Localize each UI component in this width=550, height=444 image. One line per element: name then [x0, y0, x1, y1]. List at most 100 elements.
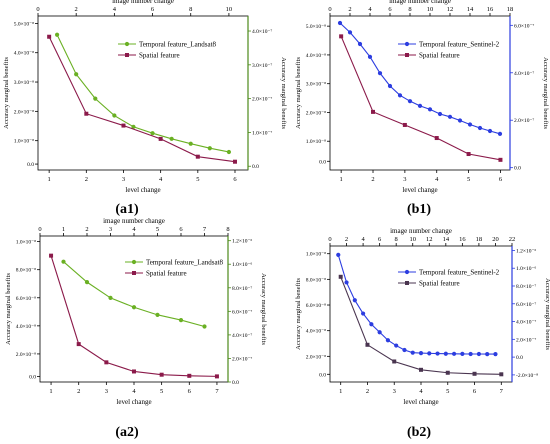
legend-marker-b1-1 [405, 53, 409, 57]
panel-label-b1: (b1) [406, 202, 432, 217]
x2-tick-label-b2: 0 [328, 236, 331, 243]
data-point-a2-0 [108, 295, 113, 301]
x2-tick-label-b2: 10 [409, 236, 416, 243]
y-tick-label-b1: 4.0×10⁻⁸ [306, 53, 326, 59]
x2-tick-label-b2: 20 [492, 236, 499, 243]
y2-tick-label-a1: 0.0 [252, 164, 259, 170]
data-point-a1-0 [112, 113, 117, 118]
legend-label-b2-1: Spatial feature [419, 280, 460, 288]
data-point-a1-1 [47, 34, 52, 39]
data-point-b2-0 [402, 347, 407, 353]
series-line-a1-0 [56, 34, 230, 153]
x-tick-label-a2: 7 [215, 388, 219, 395]
data-point-a2-0 [155, 312, 160, 317]
data-point-b2-0 [460, 351, 465, 357]
x2-axis-label-a2: image number change [103, 217, 165, 225]
data-point-a1-0 [226, 149, 232, 155]
x2-tick-label-a2: 3 [109, 226, 112, 233]
y-axis-label-a1: Accuracy marginal benefits [3, 57, 10, 129]
y2-tick-label-a1: 1.0×10⁻⁷ [252, 130, 272, 136]
x-tick-label-a2: 3 [105, 388, 108, 395]
y2-tick-label-b2: 0.0 [516, 355, 523, 361]
data-point-b2-1 [419, 367, 423, 372]
x-tick-label-b2: 2 [366, 388, 369, 395]
data-point-b2-0 [344, 280, 349, 285]
data-point-b2-0 [443, 351, 448, 356]
x-tick-label-a2: 4 [132, 388, 136, 395]
y2-tick-label-a1: 4.0×10⁻⁷ [252, 29, 272, 35]
data-point-b1-0 [457, 118, 463, 123]
data-point-a2-1 [76, 342, 81, 347]
data-point-b2-0 [435, 351, 440, 356]
data-point-b1-0 [487, 128, 493, 134]
x-tick-label-a2: 1 [49, 388, 52, 395]
data-point-b1-0 [437, 111, 443, 117]
data-point-b2-0 [385, 338, 391, 343]
y2-tick-label-a2: 1.0×10⁻⁶ [232, 262, 252, 268]
x2-tick-label-a1: 4 [113, 6, 117, 13]
data-point-b1-1 [371, 109, 376, 114]
data-point-b1-0 [427, 107, 433, 112]
data-point-a1-0 [150, 131, 155, 136]
y-tick-label-a2: 2.0×10⁻⁸ [16, 352, 36, 358]
data-point-b1-0 [397, 93, 403, 98]
y2-tick-label-a1: 2.0×10⁻⁷ [252, 97, 272, 103]
data-point-a2-1 [214, 374, 219, 379]
data-point-a2-0 [84, 280, 90, 285]
y2-tick-label-a2: 2.0×10⁻⁷ [232, 356, 252, 362]
y-tick-label-b1: 2.0×10⁻⁸ [306, 110, 326, 116]
data-point-b1-0 [497, 131, 503, 136]
data-point-a1-1 [232, 159, 237, 164]
y2-tick-label-a2: 0.0 [232, 380, 239, 386]
data-point-a1-0 [74, 72, 79, 77]
x2-tick-label-a2: 4 [132, 226, 136, 233]
x2-axis-label-b1: image number change [389, 0, 451, 5]
data-point-b2-0 [377, 330, 382, 335]
y-tick-label-b2: 4.0×10⁻⁸ [306, 329, 326, 335]
y2-tick-label-b2: 1.0×10⁻⁶ [516, 266, 536, 272]
data-point-a2-1 [187, 373, 192, 378]
y2-tick-label-b1: 0.0 [514, 166, 521, 172]
panel-label-a2: (a2) [115, 425, 139, 440]
data-point-b2-0 [493, 351, 498, 357]
x2-tick-label-b1: 12 [447, 6, 454, 13]
data-point-a2-1 [49, 253, 54, 258]
y-tick-label-a1: 5.0×10⁻⁸ [14, 21, 34, 27]
y2-axis-label-b2: Accuracy marginal benefits [544, 278, 550, 350]
y2-tick-label-b2: -2.0×10⁻⁸ [516, 373, 538, 379]
data-point-b2-0 [468, 351, 473, 357]
x2-tick-label-b1: 14 [467, 6, 474, 13]
x2-tick-label-a1: 10 [226, 6, 233, 13]
data-point-a2-1 [132, 369, 136, 374]
y-tick-label-b2: 6.0×10⁻⁸ [306, 303, 326, 309]
y2-tick-label-a2: 8.0×10⁻⁷ [232, 286, 252, 292]
data-point-b2-1 [445, 370, 450, 375]
legend-marker-a2-1 [132, 271, 136, 275]
data-point-b1-0 [477, 125, 483, 131]
y-axis-label-a2: Accuracy marginal benefits [5, 273, 12, 345]
data-point-a1-0 [207, 146, 212, 151]
data-point-b2-1 [365, 342, 370, 347]
legend-label-b1-1: Spatial feature [419, 52, 460, 60]
data-point-a2-1 [159, 372, 164, 377]
y2-tick-label-b2: 6.0×10⁻⁷ [516, 302, 536, 308]
y-tick-label-a2: 0.0 [29, 374, 36, 380]
x-tick-label-a1: 4 [159, 176, 163, 183]
y2-tick-label-b1: 2.0×10⁻⁷ [514, 118, 534, 124]
y-tick-label-a2: 8.0×10⁻⁸ [16, 268, 36, 274]
x-tick-label-b1: 6 [499, 176, 503, 183]
x-tick-label-a1: 3 [122, 176, 125, 183]
data-point-b1-0 [377, 71, 383, 76]
data-point-b1-1 [339, 34, 344, 39]
x2-tick-label-b2: 14 [443, 236, 450, 243]
x2-axis-label-a1: image number change [112, 0, 174, 5]
x2-tick-label-a1: 2 [75, 6, 78, 13]
x-axis-label-a2: level change [116, 398, 151, 406]
data-point-b2-0 [360, 311, 366, 316]
legend-marker-b2-1 [405, 281, 409, 285]
y-tick-label-b1: 1.0×10⁻⁸ [306, 139, 326, 145]
panel-label-b2: (b2) [406, 425, 432, 440]
y-tick-label-a2: 6.0×10⁻⁸ [16, 296, 36, 302]
